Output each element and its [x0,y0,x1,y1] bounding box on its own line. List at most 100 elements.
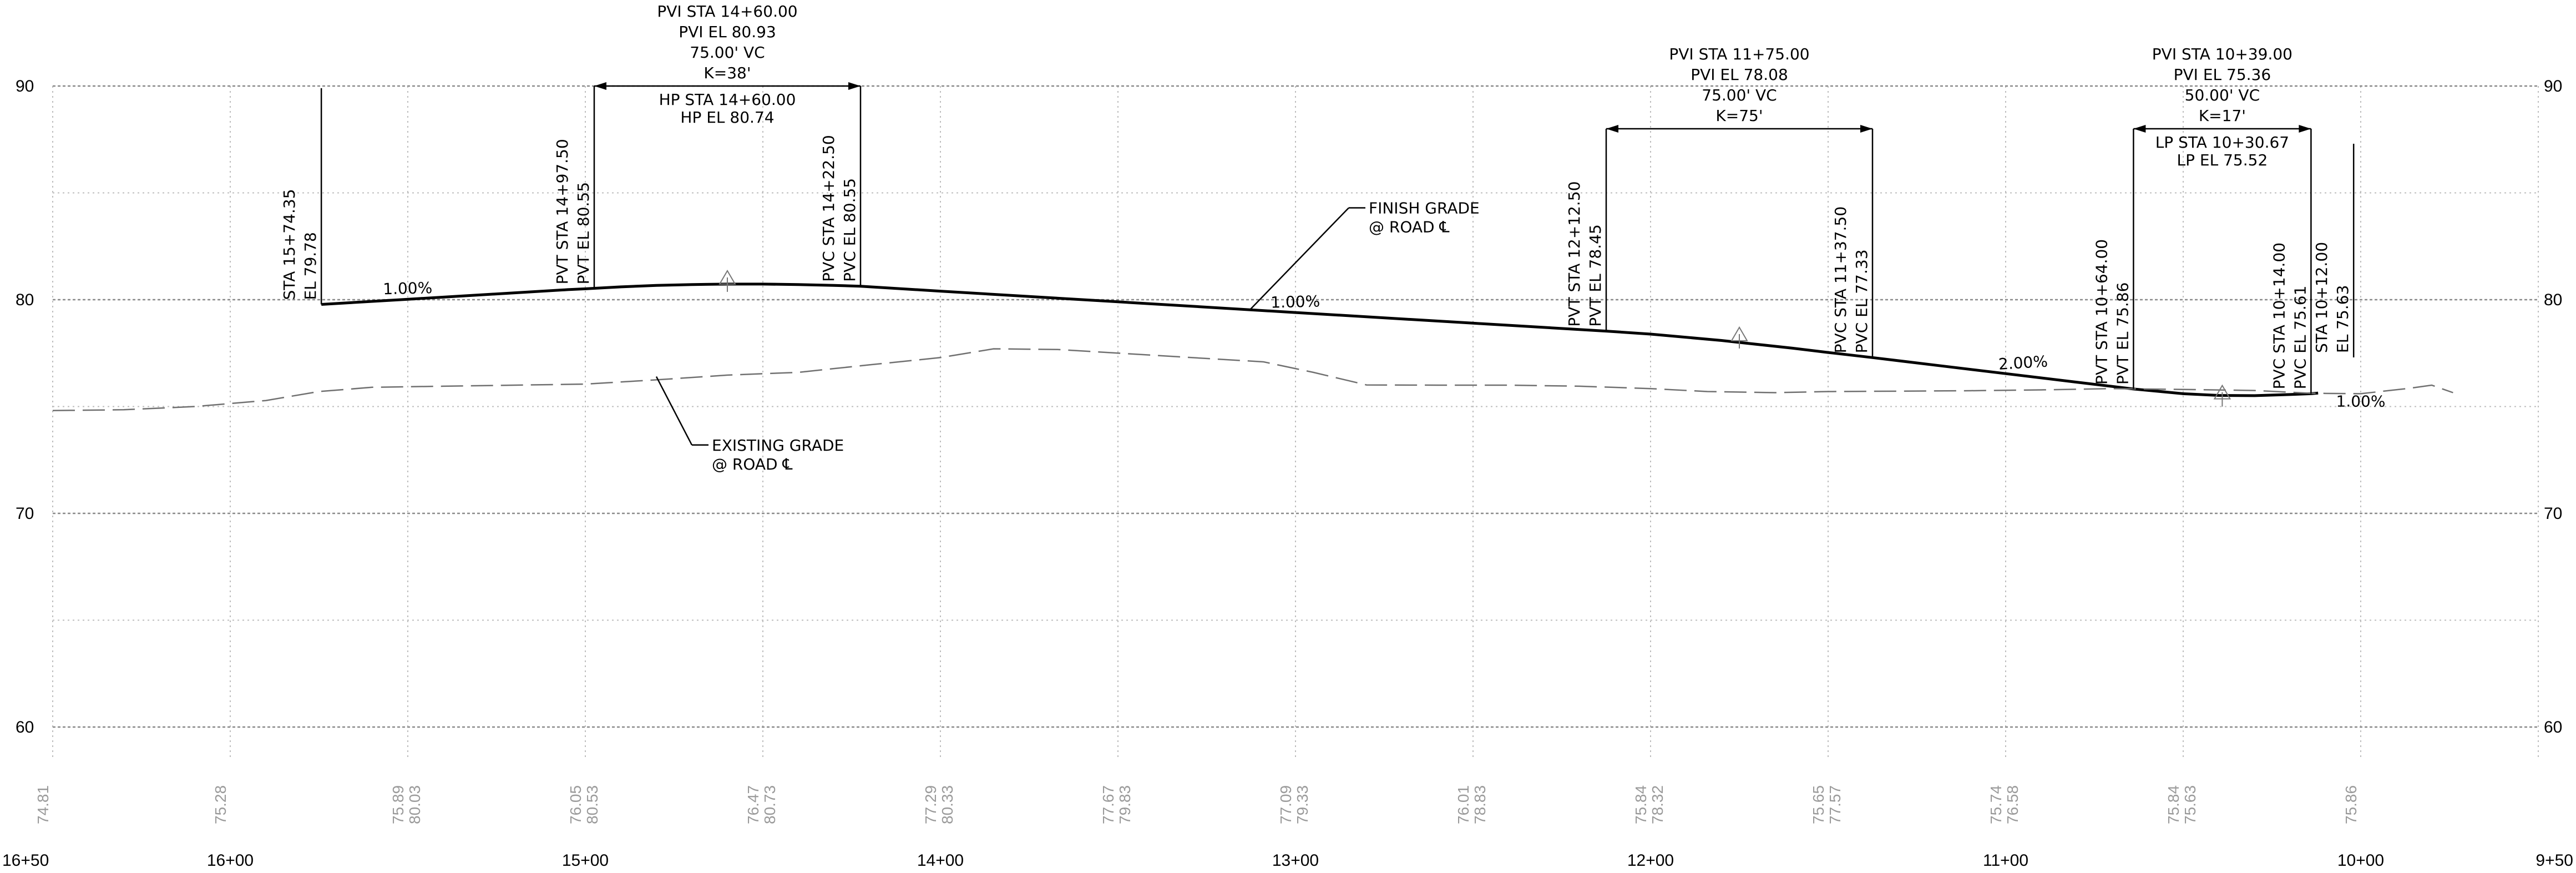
finish-elevation-value: 75.63 [2182,785,2199,824]
x-axis-station-label: 16+50 [2,851,49,870]
finish-elevation-value: 80.03 [406,785,423,824]
vc-pvi-label: PVI EL 78.08 [1691,65,1788,84]
existing-elevation-value: 74.81 [34,785,52,824]
series-lines [52,282,2453,412]
existing-elevation-value: 75.84 [2165,785,2182,824]
existing-elevation-value: 75.65 [1810,785,1827,824]
existing-elevation-value: 75.84 [1632,785,1649,824]
y-axis-elevation-label-right: 70 [2544,504,2562,523]
y-axis-elevation-label-right: 60 [2544,718,2562,736]
station-label: PVC STA 11+37.50 [1831,206,1850,354]
vc-pvi-label: K=75' [1715,107,1763,125]
y-axis-elevation-label-right: 90 [2544,77,2562,95]
y-axis-elevation-label-left: 80 [16,291,34,309]
station-label: PVT STA 12+12.50 [1565,181,1583,327]
station-label: PVC STA 10+14.00 [2270,243,2288,390]
vc-pvi-label: K=38' [704,64,751,82]
finish-elevation-value: 80.53 [584,785,601,824]
finish-elevation-value: 80.73 [761,785,778,824]
vc-pvi-label: PVI EL 80.93 [679,23,776,41]
x-axis-station-label: 15+00 [562,851,609,870]
existing-elevation-value: 76.05 [567,785,584,824]
grid [52,85,2539,758]
vc-pvi-label: K=17' [2199,107,2246,125]
y-axis-elevation-label-left: 70 [16,504,34,523]
vc-pvi-label: PVI STA 11+75.00 [1669,45,1809,63]
lp-label: LP STA 10+30.67 [2155,133,2289,152]
station-label: PVT EL 78.45 [1586,224,1605,326]
x-axis-station-label: 11+00 [1983,851,2028,870]
grade-label: 2.00% [1998,352,2048,374]
existing-elevation-value: 77.67 [1100,785,1117,824]
existing-elevation-value: 75.89 [389,785,407,824]
existing-elevation-value: 76.47 [745,785,762,824]
grade-label: 1.00% [383,279,433,298]
callout-leader [655,376,693,446]
station-label: PVC EL 80.55 [841,178,859,282]
vc-pvi-label: PVI STA 14+60.00 [657,2,797,21]
vc-pvi-label: 75.00' VC [690,43,765,62]
x-axis-station-label: 9+50 [2535,851,2573,870]
callout-leader [1248,207,1349,311]
pvi-markers [718,269,2231,407]
station-label: PVT EL 75.86 [2113,282,2132,385]
finish-elevation-value: 76.58 [2004,785,2021,824]
elevation-columns: 74.81 75.28 75.89 80.03 76.05 80.53 76.47 80.73… [34,785,2360,824]
x-axis-station-label: 13+00 [1272,851,1319,870]
finish-elevation-value: 77.57 [1826,785,1844,824]
x-axis-station-label: 12+00 [1627,851,1674,870]
vc-arrow-right [848,82,861,90]
grade-label: 1.00% [1271,292,1320,311]
vc-pvi-label: 50.00' VC [2185,86,2260,104]
finish-elevation-value: 78.32 [1649,785,1666,824]
existing-elevation-value: 75.74 [1987,785,2005,824]
station-label: PVT STA 14+97.50 [553,139,571,284]
station-labels: STA 15+74.35 EL 79.78 PVT STA 14+97.50 PVT … [280,86,2355,394]
finish-elevation-value: 79.33 [1294,785,1311,824]
hp-label: HP STA 14+60.00 [659,90,796,109]
station-label: PVC EL 75.61 [2291,286,2309,390]
finish-elevation-value: 79.83 [1116,785,1133,824]
vc-pvi-label: PVI STA 10+39.00 [2152,45,2292,63]
axis-labels: 16+50 16+00 15+00 14+00 13+00 12+00 11+00 10+00… [2,77,2573,870]
existing-elevation-value: 77.09 [1277,785,1294,824]
finish-grade-callout-text: @ ROAD ℄ [1369,218,1450,236]
vc-pvi-label: 75.00' VC [1702,86,1777,104]
finish-elevation-value: 80.33 [939,785,956,824]
station-label: PVC STA 14+22.50 [819,135,838,282]
existing-elevation-value: 77.29 [922,785,939,824]
vc-arrow-left [1606,125,1618,133]
existing-elevation-value: 76.01 [1455,785,1472,824]
x-axis-station-label: 10+00 [2337,851,2384,870]
station-label: STA 10+12.00 [2312,242,2331,353]
lp-label: LP EL 75.52 [2177,151,2268,169]
station-label: PVT EL 80.55 [574,182,593,284]
y-axis-elevation-label-left: 60 [16,718,34,736]
existing-grade-line [52,348,2453,412]
grade-labels: 1.00% 1.00% 2.00% 1.00% [383,279,2386,410]
finish-elevation-value: 78.83 [1471,785,1489,824]
vc-arrow-right [2299,125,2311,133]
station-label: STA 15+74.35 [280,189,298,300]
hp-label: HP EL 80.74 [680,108,774,127]
existing-grade-callout-text: @ ROAD ℄ [712,455,793,473]
vc-arrow-left [2133,125,2146,133]
existing-elevation-value: 75.28 [212,785,229,824]
existing-elevation-value: 75.86 [2342,785,2360,824]
finish-grade-callout-text: FINISH GRADE [1369,199,1480,217]
existing-grade-callout-text: EXISTING GRADE [712,436,844,455]
callouts: FINISH GRADE@ ROAD ℄EXISTING GRADE@ ROAD… [655,199,1480,473]
y-axis-elevation-label-right: 80 [2544,291,2562,309]
vc-pvi-label: PVI EL 75.36 [2174,65,2271,84]
grade-label: 1.00% [2336,392,2386,411]
x-axis-station-label: 16+00 [207,851,254,870]
station-label: PVT STA 10+64.00 [2092,239,2111,385]
y-axis-elevation-label-left: 90 [16,77,34,95]
vc-arrow-right [1860,125,1872,133]
station-label: PVC EL 77.33 [1853,249,1871,353]
station-label: EL 75.63 [2334,285,2352,353]
vertical-curve-annotations: PVI STA 14+60.00 PVI EL 80.93 75.00' VC K=3… [594,2,2311,169]
station-label: EL 79.78 [301,232,320,300]
finish-grade-line [321,282,2319,397]
